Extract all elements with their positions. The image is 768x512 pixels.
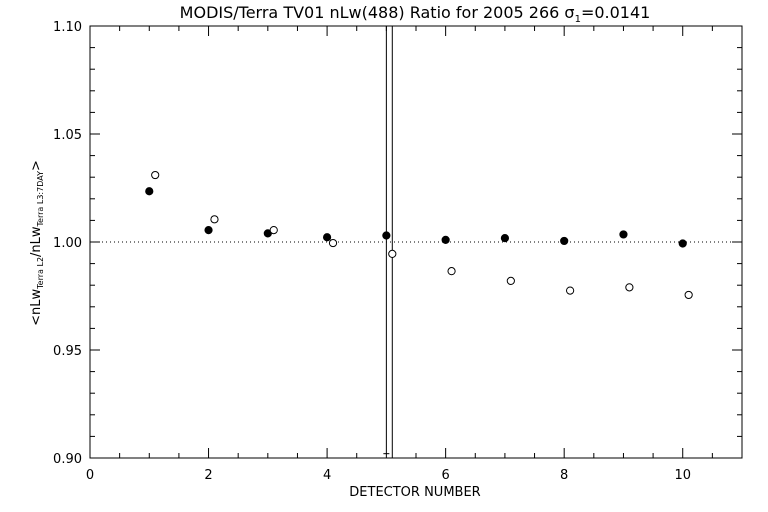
data-point-filled (322, 233, 332, 242)
y-tick-label: 1.10 (53, 20, 82, 35)
data-point-open (506, 276, 515, 285)
x-tick-label: 10 (674, 468, 691, 483)
data-point-filled (678, 239, 687, 248)
y-tick-label: 1.05 (53, 128, 82, 143)
y-tick-label: 0.95 (53, 344, 82, 359)
x-tick-label: 0 (86, 468, 94, 483)
x-tick-label: 4 (323, 468, 331, 483)
y-tick-label: 1.00 (53, 236, 82, 251)
data-point-open (151, 170, 160, 180)
data-point-open (328, 238, 338, 248)
data-point-filled (441, 235, 450, 244)
data-point-filled (204, 226, 213, 235)
plot-frame (89, 25, 743, 459)
y-tick-label: 0.90 (53, 452, 82, 467)
x-axis-label: DETECTOR NUMBER (349, 485, 480, 500)
data-point-open (684, 290, 693, 300)
data-point-filled (619, 230, 628, 239)
data-point-open (388, 249, 397, 258)
data-point-filled (382, 231, 391, 240)
y-axis-label: <nLwTerra L2/nLwTerra L3:7DAY> (29, 160, 45, 326)
data-point-open (625, 283, 634, 292)
data-point-open (269, 226, 278, 235)
x-tick-label: 6 (441, 468, 449, 483)
data-point-filled (560, 236, 569, 246)
x-tick-label: 8 (560, 468, 568, 483)
data-point-open (447, 267, 456, 276)
data-point-open (566, 286, 575, 295)
data-point-filled (145, 187, 154, 196)
chart-title: MODIS/Terra TV01 nLw(488) Ratio for 2005… (180, 3, 651, 25)
x-tick-label: 2 (204, 468, 212, 483)
data-point-filled (500, 234, 510, 243)
data-point-open (210, 215, 219, 224)
